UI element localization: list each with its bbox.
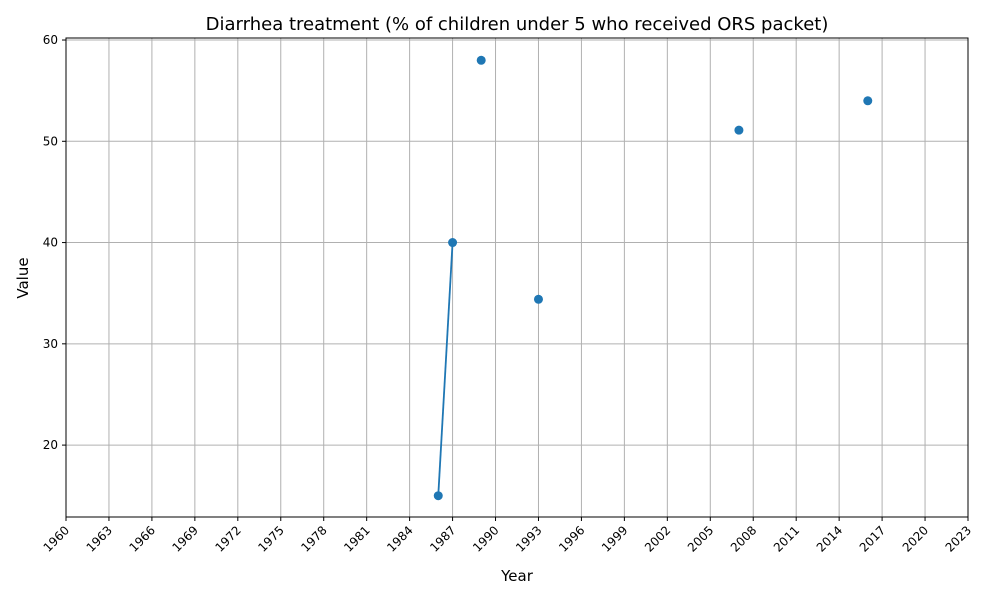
- x-tick-label: 1966: [127, 523, 158, 554]
- x-tick-label: 2023: [943, 523, 974, 554]
- data-point: [448, 238, 458, 248]
- y-tick-label: 40: [43, 236, 58, 250]
- y-tick-label: 30: [43, 337, 58, 351]
- x-tick-label: 1999: [599, 523, 630, 554]
- data-point: [533, 294, 543, 304]
- series: [433, 55, 873, 501]
- y-tick-label: 60: [43, 33, 58, 47]
- x-tick-label: 1987: [427, 523, 458, 554]
- x-tick-label: 2005: [685, 523, 716, 554]
- x-tick-label: 1984: [384, 523, 415, 554]
- x-tick-label: 1978: [298, 523, 329, 554]
- series-line-segment: [437, 242, 454, 496]
- x-tick-label: 1981: [341, 523, 372, 554]
- y-axis-label: Value: [14, 257, 32, 298]
- data-point: [734, 125, 744, 135]
- data-point: [863, 96, 873, 106]
- x-tick-label: 1972: [212, 523, 243, 554]
- x-tick-label: 1963: [84, 523, 115, 554]
- grid: [65, 38, 969, 517]
- x-tick-label: 2002: [642, 523, 673, 554]
- x-tick-label: 2014: [814, 523, 845, 554]
- x-tick-label: 1960: [41, 523, 72, 554]
- x-tick-label: 1990: [470, 523, 501, 554]
- x-tick-label: 1993: [513, 523, 544, 554]
- chart-title: Diarrhea treatment (% of children under …: [206, 14, 829, 35]
- data-point: [476, 55, 486, 65]
- x-tick-label: 2020: [900, 523, 931, 554]
- plot-frame: [65, 37, 969, 518]
- x-tick-label: 2011: [771, 523, 802, 554]
- data-point: [433, 491, 443, 501]
- x-tick-label: 2008: [728, 523, 759, 554]
- ticks: 1960 1963 1966 1969 1972 1975 1978 1981 1984 1987…: [41, 33, 974, 555]
- x-tick-label: 2017: [857, 523, 888, 554]
- y-tick-label: 20: [43, 438, 58, 452]
- x-axis-label: Year: [500, 567, 534, 585]
- y-tick-label: 50: [43, 134, 58, 148]
- x-tick-label: 1969: [169, 523, 200, 554]
- x-tick-label: 1996: [556, 523, 587, 554]
- x-tick-label: 1975: [255, 523, 286, 554]
